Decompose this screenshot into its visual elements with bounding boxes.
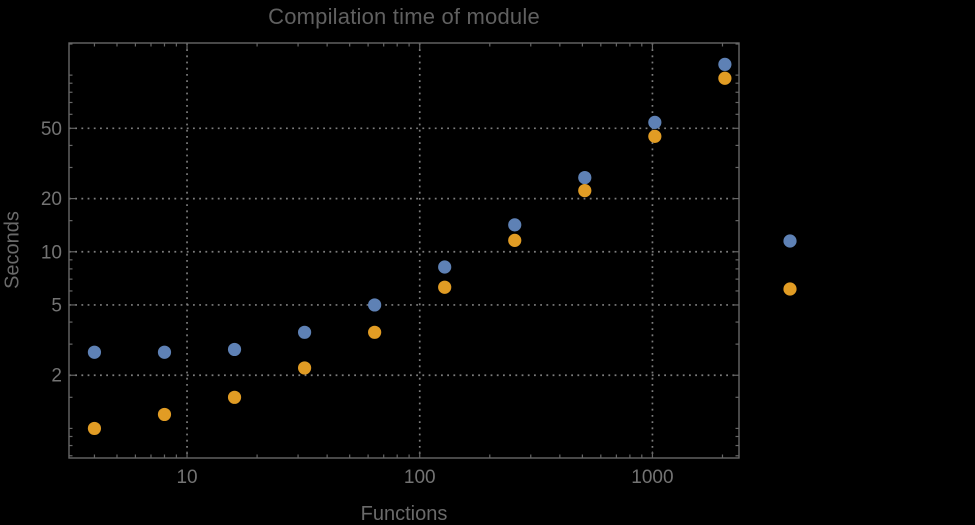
y-tick-label-20: 20: [41, 189, 62, 210]
data-point-series-2-x128: [438, 280, 452, 294]
data-point-series-1-x1024: [648, 115, 662, 129]
legend-marker-series-1-icon: [783, 234, 797, 248]
y-tick-label-2: 2: [51, 366, 62, 387]
x-tick-label-10: 10: [176, 467, 197, 488]
y-tick-label-5: 5: [51, 295, 62, 316]
y-tick-label-50: 50: [41, 119, 62, 140]
y-tick-label-10: 10: [41, 242, 62, 263]
x-axis-label: Functions: [360, 503, 448, 525]
data-point-series-2-x1024: [648, 129, 662, 143]
y-axis-label: Seconds: [1, 211, 24, 289]
data-point-series-1-x128: [438, 260, 452, 274]
data-point-series-2-x16: [227, 390, 242, 404]
data-point-series-2-x4: [87, 421, 102, 436]
x-tick-label-1000: 1000: [631, 467, 673, 488]
data-point-series-2-x32: [297, 361, 312, 375]
data-point-series-2-x512: [578, 183, 592, 198]
data-point-series-1-x16: [227, 342, 242, 357]
data-point-series-1-x4: [87, 345, 102, 359]
data-point-series-1-x32: [297, 325, 312, 339]
data-point-series-2-x2048: [718, 71, 732, 85]
data-point-series-2-x8: [157, 407, 172, 422]
data-point-series-1-x64: [368, 298, 382, 312]
data-point-series-2-x256: [508, 233, 522, 247]
x-tick-label-100: 100: [404, 467, 436, 488]
data-point-series-1-x2048: [718, 57, 732, 71]
chart-title: Compilation time of module: [268, 4, 540, 29]
data-point-series-1-x256: [508, 218, 522, 232]
plot-frame: [68, 42, 740, 459]
data-point-series-2-x64: [368, 325, 382, 339]
data-point-series-1-x512: [578, 170, 592, 185]
data-point-series-1-x8: [157, 345, 172, 359]
legend-marker-series-2-icon: [783, 282, 797, 296]
